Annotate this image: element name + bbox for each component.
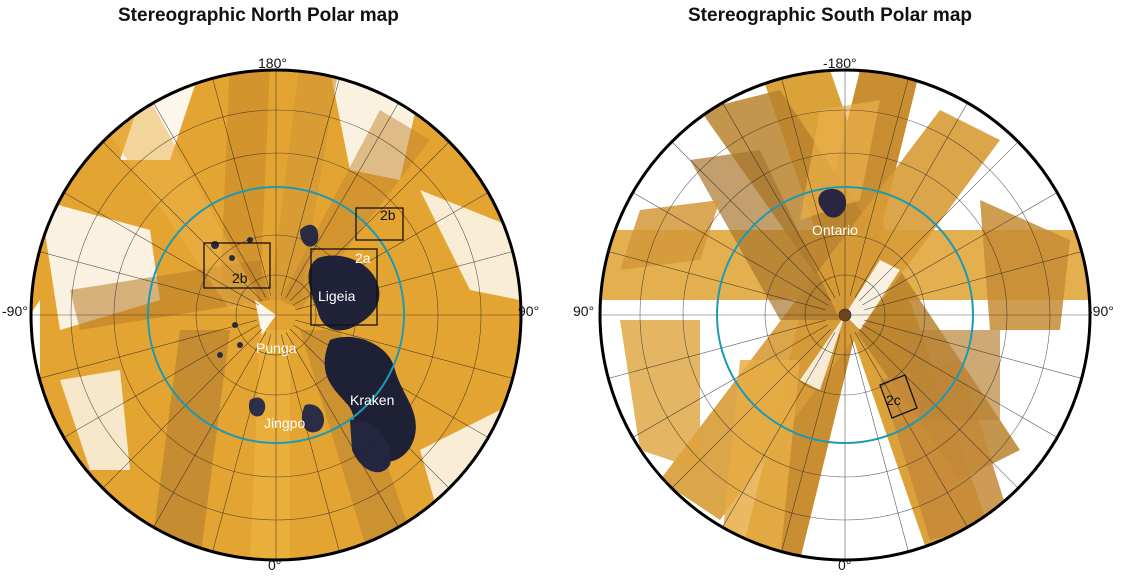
meridian-line — [722, 102, 836, 298]
meridian-line — [849, 334, 909, 552]
meridian-line — [854, 102, 968, 298]
north-map-title: Stereographic North Polar map — [118, 5, 399, 26]
north-box-2a-label: 2a — [355, 250, 371, 266]
meridian-line — [781, 78, 841, 296]
north-box-2b-right — [355, 207, 404, 241]
meridian-line — [781, 334, 841, 552]
south-lon-top-label: -180° — [823, 55, 857, 71]
south-box-2c — [879, 374, 918, 419]
kraken-label: Kraken — [350, 392, 395, 408]
meridian-line — [671, 328, 832, 489]
meridian-line — [858, 141, 1019, 302]
meridian-line — [862, 324, 1058, 438]
meridian-line — [39, 251, 257, 311]
north-lon-left-label: -90° — [2, 303, 28, 319]
meridian-line — [864, 319, 1082, 379]
south-lon-right-label: -90° — [1088, 303, 1114, 319]
jingpo-label: Jingpo — [264, 415, 306, 431]
south-polar-map — [598, 68, 1092, 562]
meridian-line — [722, 332, 836, 528]
meridian-line — [102, 328, 263, 489]
meridian-line — [632, 192, 828, 306]
meridian-line — [285, 332, 399, 528]
meridian-line — [289, 141, 450, 302]
meridian-line — [608, 251, 826, 311]
meridian-line — [39, 319, 257, 379]
north-terrain-mosaic — [31, 70, 521, 560]
north-lon-right-label: 90° — [518, 303, 540, 319]
north-polar-map — [29, 68, 523, 562]
north-lon-top-label: 180° — [258, 55, 287, 71]
meridian-line — [153, 102, 267, 298]
meridian-line — [63, 192, 259, 306]
south-box-2c-label: 2c — [886, 392, 901, 408]
meridian-line — [153, 332, 267, 528]
meridian-line — [293, 324, 489, 438]
meridian-line — [280, 78, 340, 296]
north-lon-bottom-label: 0° — [268, 557, 282, 573]
north-box-2b-left-label: 2b — [232, 270, 248, 286]
meridian-line — [632, 324, 828, 438]
meridian-line — [280, 334, 340, 552]
meridian-line — [608, 319, 826, 379]
meridian-line — [864, 251, 1082, 311]
ligeia-label: Ligeia — [318, 288, 356, 304]
meridian-line — [285, 102, 399, 298]
south-lon-bottom-label: 0° — [838, 557, 852, 573]
south-lon-left-label: 90° — [573, 303, 595, 319]
meridian-line — [102, 141, 263, 302]
meridian-line — [858, 328, 1019, 489]
ontario-label: Ontario — [812, 222, 858, 238]
meridian-line — [63, 324, 259, 438]
south-terrain-mosaic — [600, 70, 1090, 560]
meridian-line — [295, 251, 513, 311]
meridian-line — [212, 78, 272, 296]
meridian-line — [289, 328, 450, 489]
south-map-title: Stereographic South Polar map — [688, 5, 972, 26]
punga-label: Punga — [256, 340, 297, 356]
meridian-line — [862, 192, 1058, 306]
meridian-line — [212, 334, 272, 552]
meridian-line — [671, 141, 832, 302]
meridian-line — [849, 78, 909, 296]
meridian-line — [293, 192, 489, 306]
north-box-2b-left — [203, 242, 271, 289]
north-box-2a — [310, 248, 378, 326]
meridian-line — [854, 332, 968, 528]
north-box-2b-right-label: 2b — [380, 207, 396, 223]
meridian-line — [295, 319, 513, 379]
